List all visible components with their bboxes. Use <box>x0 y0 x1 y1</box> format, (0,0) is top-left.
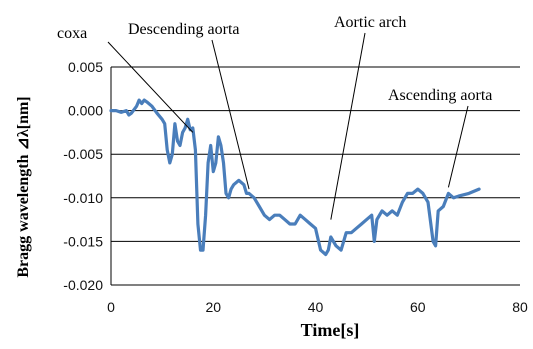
annotation-label: Aortic arch <box>334 14 406 31</box>
x-axis-label: Time[s] <box>301 320 360 340</box>
axes <box>110 67 520 286</box>
y-tick-label: 0.000 <box>68 103 103 119</box>
annotation-leader-line <box>447 105 469 188</box>
y-axis-label: Bragg wavelength ⊿λ[nm] <box>15 96 32 277</box>
annotations: coxa Descending aorta Aortic arch Ascending… <box>57 14 492 220</box>
annotation-leader-line <box>211 39 250 190</box>
x-tick-label: 60 <box>410 299 426 315</box>
data-series <box>109 98 481 257</box>
x-tick-label: 40 <box>308 299 324 315</box>
y-tick-label: -0.015 <box>63 233 103 249</box>
y-tick-label: 0.005 <box>68 59 103 75</box>
x-tick-label: 20 <box>205 299 221 315</box>
x-tick-label: 80 <box>512 299 528 315</box>
annotation-label: coxa <box>57 25 87 42</box>
annotation-label: Ascending aorta <box>388 87 492 104</box>
y-tick-label: -0.005 <box>63 146 103 162</box>
x-tick-label: 0 <box>107 299 115 315</box>
annotation-label: Descending aorta <box>128 21 240 38</box>
y-tick-label: -0.010 <box>63 190 103 206</box>
annotation-leader-line <box>330 32 366 220</box>
annotation-leader-line <box>107 41 194 133</box>
x-tick-labels: 0 20 40 60 80 <box>107 299 528 315</box>
y-tick-label: -0.020 <box>63 277 103 293</box>
y-tick-labels: 0.005 0.000 -0.005 -0.010 -0.015 -0.020 <box>63 59 103 293</box>
series-line <box>109 98 481 257</box>
